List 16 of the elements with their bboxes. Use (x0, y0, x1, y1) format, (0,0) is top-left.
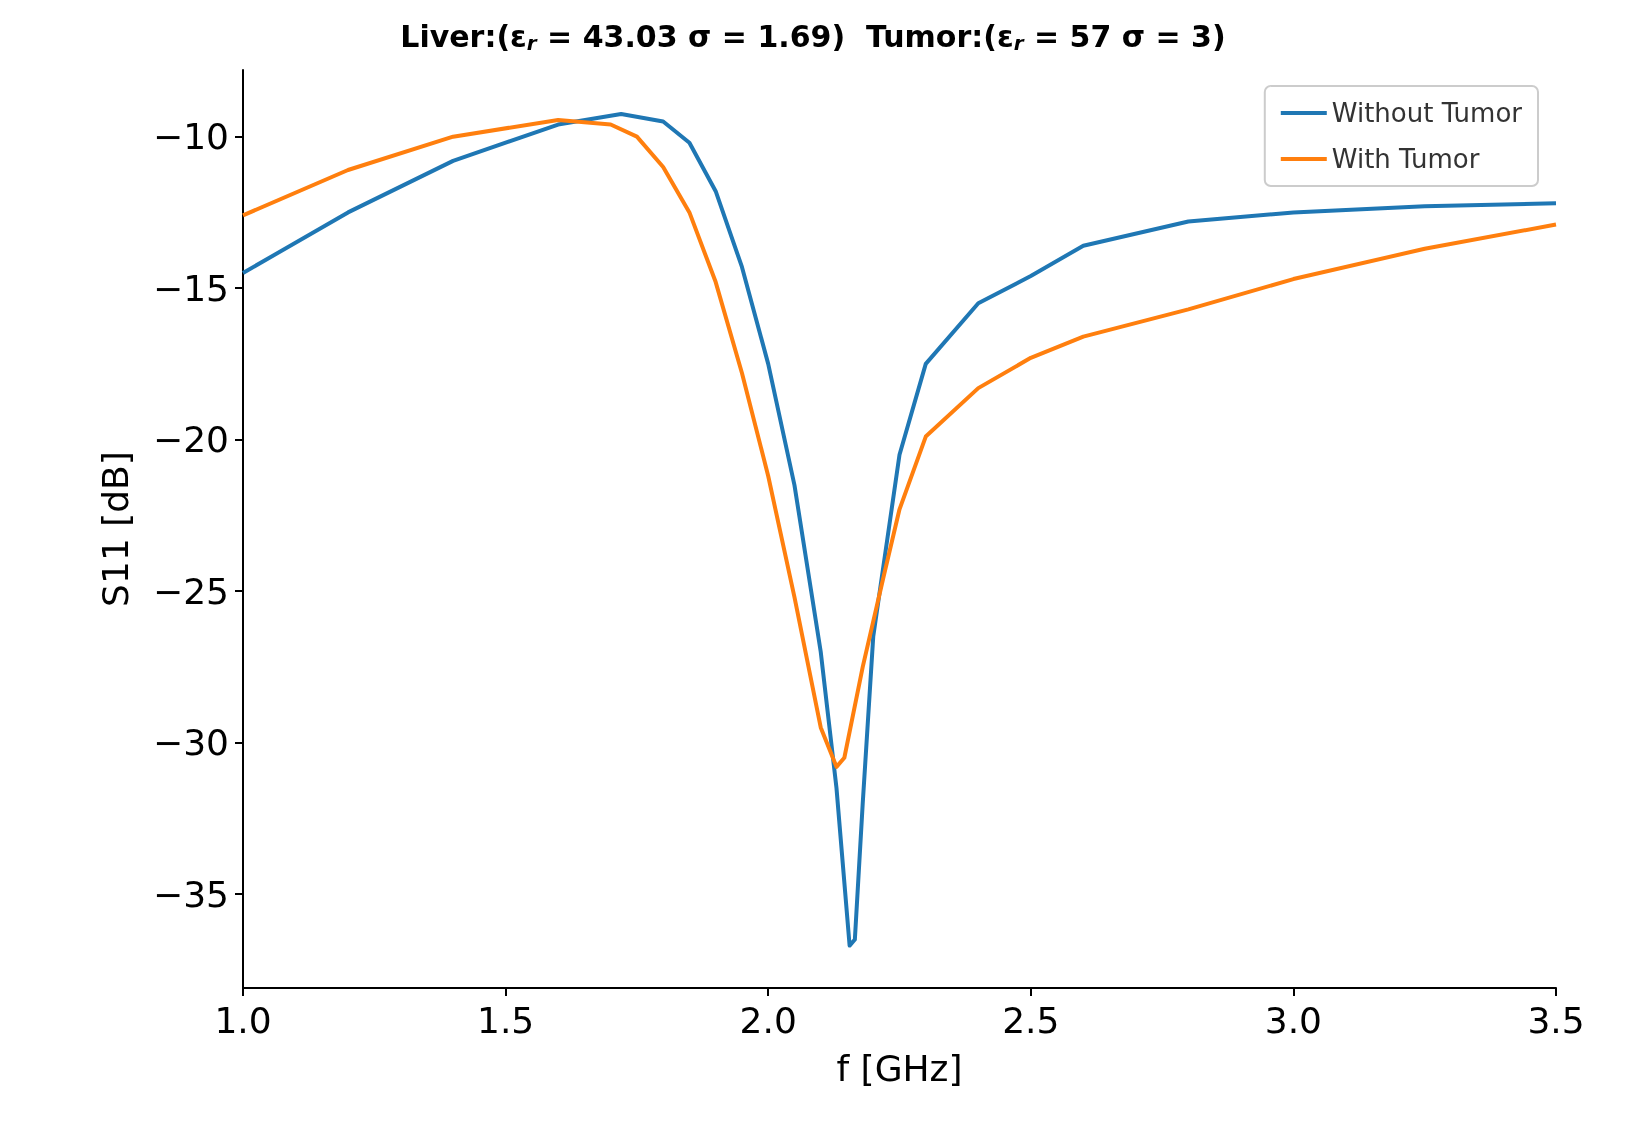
y-tick-label: −35 (153, 873, 229, 915)
legend-label: Without Tumor (1331, 98, 1523, 128)
x-tick-label: 1.5 (476, 999, 535, 1041)
y-tick-label: −15 (153, 267, 229, 309)
y-axis-title: S11 [dB] (94, 451, 136, 607)
x-tick-label: 2.5 (1002, 999, 1060, 1041)
x-tick-label: 3.5 (1527, 999, 1585, 1041)
y-tick-label: −25 (153, 570, 229, 612)
x-tick-label: 1.0 (214, 999, 272, 1041)
y-tick-label: −30 (153, 722, 229, 764)
y-tick-label: −20 (153, 419, 229, 461)
x-axis-title: f [GHz] (836, 1047, 963, 1089)
legend-label: With Tumor (1331, 144, 1480, 174)
y-tick-label: −10 (153, 116, 229, 158)
x-tick-label: 2.0 (739, 999, 797, 1041)
x-tick-label: 3.0 (1264, 999, 1323, 1041)
